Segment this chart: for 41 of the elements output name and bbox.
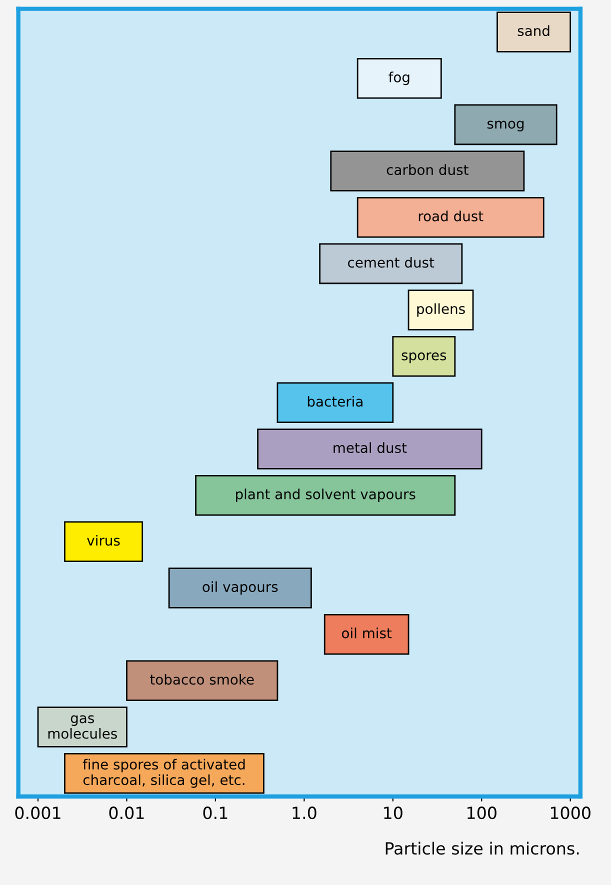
y-tick-label: pollens [417,303,465,317]
bar [126,660,278,702]
y-tick-label: fog [388,72,410,86]
x-tick-label: 100 [468,806,496,820]
bar [454,104,558,146]
bar [64,521,144,562]
bar [356,58,442,99]
bar [392,336,456,377]
bar [195,474,456,516]
x-tick-label: 0.01 [109,806,144,820]
y-tick-label: virus [87,534,120,546]
bar [319,243,463,284]
y-tick-label: fine spores of activated charcoal, silica gel, etc. [82,758,245,788]
y-tick-label: metal dust [334,442,407,454]
x-tick-label: 0.001 [15,806,60,820]
bar [496,12,572,52]
bar [37,706,128,748]
bar [330,150,525,192]
bar [168,568,312,608]
y-tick-label: smog [487,120,524,132]
y-tick-label: oil vapours [202,581,278,595]
y-tick-label: oil mist [342,628,392,638]
bar [356,196,544,238]
x-tick-label: 1000 [550,806,590,820]
y-tick-label: carbon dust [386,164,468,176]
y-tick-label: tobacco smoke [150,674,254,685]
x-axis-title: Particle size in microns. [386,842,579,855]
bar [276,382,394,424]
y-tick-label: bacteria [308,396,362,407]
y-tick-label: cement dust [348,256,434,268]
bar [408,290,474,330]
bar [324,614,410,655]
y-tick-label: plant and solvent vapours [236,488,416,502]
y-tick-label: spores [402,352,446,364]
x-tick-label: 0.1 [203,806,228,820]
y-tick-label: gas molecules [48,715,117,739]
x-tick-label: 1.0 [292,806,316,820]
y-tick-label: sand [518,25,550,36]
bar [257,428,482,470]
x-tick-label: 10 [384,806,402,820]
y-tick-label: road dust [418,210,484,222]
